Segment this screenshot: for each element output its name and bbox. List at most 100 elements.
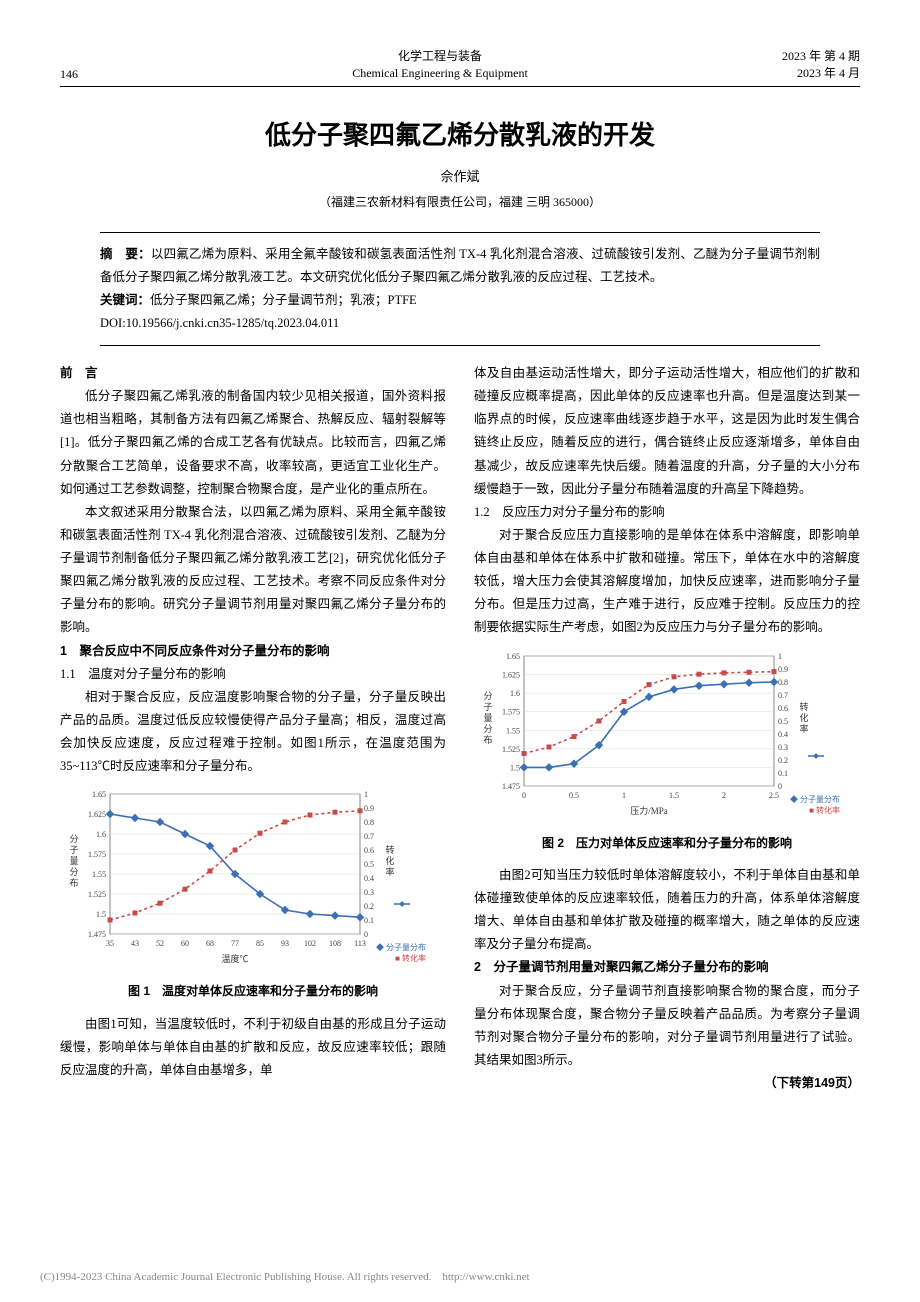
svg-text:1: 1 [364,790,368,799]
svg-text:0: 0 [522,791,526,800]
svg-text:0.8: 0.8 [778,678,788,687]
para-4: 由图1可知，当温度较低时，不利于初级自由基的形成且分子运动缓慢，影响单体与单体自… [60,1013,446,1082]
svg-text:1.5: 1.5 [510,763,520,772]
para-6: 对于聚合反应压力直接影响的是单体在体系中溶解度，即影响单体自由基和单体在体系中扩… [474,524,860,640]
section-1-2-heading: 1.2 反应压力对分子量分布的影响 [474,501,860,524]
svg-text:0.2: 0.2 [364,902,374,911]
para-5: 体及自由基运动活性增大，即分子运动活性增大，相应他们的扩散和碰撞反应概率提高，因… [474,362,860,501]
svg-text:93: 93 [281,939,289,948]
page-header: 146 化学工程与装备 Chemical Engineering & Equip… [60,48,860,87]
svg-text:2.5: 2.5 [769,791,779,800]
svg-text:0.8: 0.8 [364,818,374,827]
svg-text:分: 分 [69,834,78,844]
svg-text:分: 分 [69,867,78,877]
svg-text:■ 转化率: ■ 转化率 [395,953,426,963]
svg-text:1.6: 1.6 [96,830,106,839]
svg-text:108: 108 [329,939,341,948]
page-footer: (C)1994-2023 China Academic Journal Elec… [0,1268,920,1284]
svg-text:52: 52 [156,939,164,948]
issue-date: 2023 年 第 4 期 2023 年 4 月 [740,48,860,82]
svg-text:1.65: 1.65 [92,790,106,799]
svg-text:43: 43 [131,939,139,948]
journal-name: 化学工程与装备 Chemical Engineering & Equipment [140,48,740,82]
svg-text:1.5: 1.5 [96,910,106,919]
para-7: 由图2可知当压力较低时单体溶解度较小，不利于单体自由基和单体碰撞致使单体的反应速… [474,864,860,957]
svg-text:1.55: 1.55 [506,726,520,735]
body-columns: 前 言 低分子聚四氟乙烯乳液的制备国内较少见相关报道，国外资料报道也相当粗略，其… [60,362,860,1095]
section-2-heading: 2 分子量调节剂用量对聚四氟乙烯分子量分布的影响 [474,956,860,979]
svg-text:0.1: 0.1 [364,916,374,925]
svg-text:60: 60 [181,939,189,948]
svg-text:子: 子 [69,845,78,855]
para-8: 对于聚合反应，分子量调节剂直接影响聚合物的聚合度，而分子量分布体现聚合度，聚合物… [474,980,860,1073]
svg-text:102: 102 [304,939,316,948]
page-number: 146 [60,67,140,82]
svg-text:0.4: 0.4 [778,730,788,739]
svg-text:1.55: 1.55 [92,870,106,879]
abstract-text: 以四氟乙烯为原料、采用全氟辛酸铵和碳氢表面活性剂 TX-4 乳化剂混合溶液、过硫… [100,247,820,284]
svg-text:1.625: 1.625 [502,670,520,679]
svg-text:率: 率 [799,723,808,734]
journal-cn: 化学工程与装备 [140,48,740,65]
svg-text:0.6: 0.6 [778,704,788,713]
figure-1-caption: 图 1 温度对单体反应速率和分子量分布的影响 [60,980,446,1002]
figure-2-caption: 图 2 压力对单体反应速率和分子量分布的影响 [474,832,860,854]
svg-text:0: 0 [364,930,368,939]
svg-text:1: 1 [622,791,626,800]
svg-text:化: 化 [799,712,808,723]
svg-text:113: 113 [354,939,366,948]
svg-text:1.475: 1.475 [502,782,520,791]
svg-text:85: 85 [256,939,264,948]
keywords-label: 关键词： [100,293,150,307]
svg-text:1.5: 1.5 [669,791,679,800]
svg-text:0.7: 0.7 [364,832,374,841]
chart-2-svg: 1.4751.51.5251.551.5751.61.6251.6500.10.… [474,646,844,816]
figure-2-chart: 1.4751.51.5251.551.5751.61.6251.6500.10.… [474,646,860,824]
article-title: 低分子聚四氟乙烯分散乳液的开发 [60,115,860,152]
svg-text:2: 2 [722,791,726,800]
svg-text:1.475: 1.475 [88,930,106,939]
svg-text:77: 77 [231,939,239,948]
svg-text:0.3: 0.3 [364,888,374,897]
svg-text:◆ 分子量分布: ◆ 分子量分布 [376,942,426,952]
svg-text:0.5: 0.5 [569,791,579,800]
figure-1-chart: 1.4751.51.5251.551.5751.61.6251.6500.10.… [60,784,446,972]
abstract-block: 摘 要：以四氟乙烯为原料、采用全氟辛酸铵和碳氢表面活性剂 TX-4 乳化剂混合溶… [100,232,820,347]
svg-text:1: 1 [778,652,782,661]
author-name: 佘作斌 [60,166,860,185]
svg-text:0.7: 0.7 [778,691,788,700]
left-column: 前 言 低分子聚四氟乙烯乳液的制备国内较少见相关报道，国外资料报道也相当粗略，其… [60,362,446,1095]
svg-text:压力/MPa: 压力/MPa [630,805,668,816]
svg-text:68: 68 [206,939,214,948]
keywords-text: 低分子聚四氟乙烯；分子量调节剂；乳液；PTFE [150,293,417,307]
svg-text:化: 化 [385,855,394,866]
svg-text:分: 分 [483,691,492,701]
svg-text:0.4: 0.4 [364,874,374,883]
author-affiliation: （福建三农新材料有限责任公司，福建 三明 365000） [60,193,860,210]
para-1: 低分子聚四氟乙烯乳液的制备国内较少见相关报道，国外资料报道也相当粗略，其制备方法… [60,385,446,501]
svg-text:1.575: 1.575 [88,850,106,859]
svg-text:布: 布 [483,734,492,745]
svg-text:布: 布 [69,877,78,888]
svg-text:子: 子 [483,702,492,712]
para-2: 本文叙述采用分散聚合法，以四氟乙烯为原料、采用全氟辛酸铵和碳氢表面活性剂 TX-… [60,501,446,640]
section-1-1-heading: 1.1 温度对分子量分布的影响 [60,663,446,686]
svg-text:35: 35 [106,939,114,948]
svg-text:0.9: 0.9 [778,665,788,674]
svg-text:1.525: 1.525 [88,890,106,899]
year-issue: 2023 年 第 4 期 [740,48,860,65]
svg-text:0.9: 0.9 [364,804,374,813]
svg-text:转: 转 [799,701,808,712]
svg-text:0.5: 0.5 [778,717,788,726]
svg-text:0.5: 0.5 [364,860,374,869]
svg-text:1.575: 1.575 [502,707,520,716]
svg-text:分: 分 [483,724,492,734]
svg-text:率: 率 [385,866,394,877]
svg-text:量: 量 [69,856,78,866]
svg-text:◆ 分子量分布: ◆ 分子量分布 [790,794,840,804]
svg-text:■ 转化率: ■ 转化率 [809,805,840,815]
continued-note: （下转第149页） [474,1072,860,1095]
svg-text:0.2: 0.2 [778,756,788,765]
svg-text:1.65: 1.65 [506,652,520,661]
svg-text:温度℃: 温度℃ [221,953,248,964]
